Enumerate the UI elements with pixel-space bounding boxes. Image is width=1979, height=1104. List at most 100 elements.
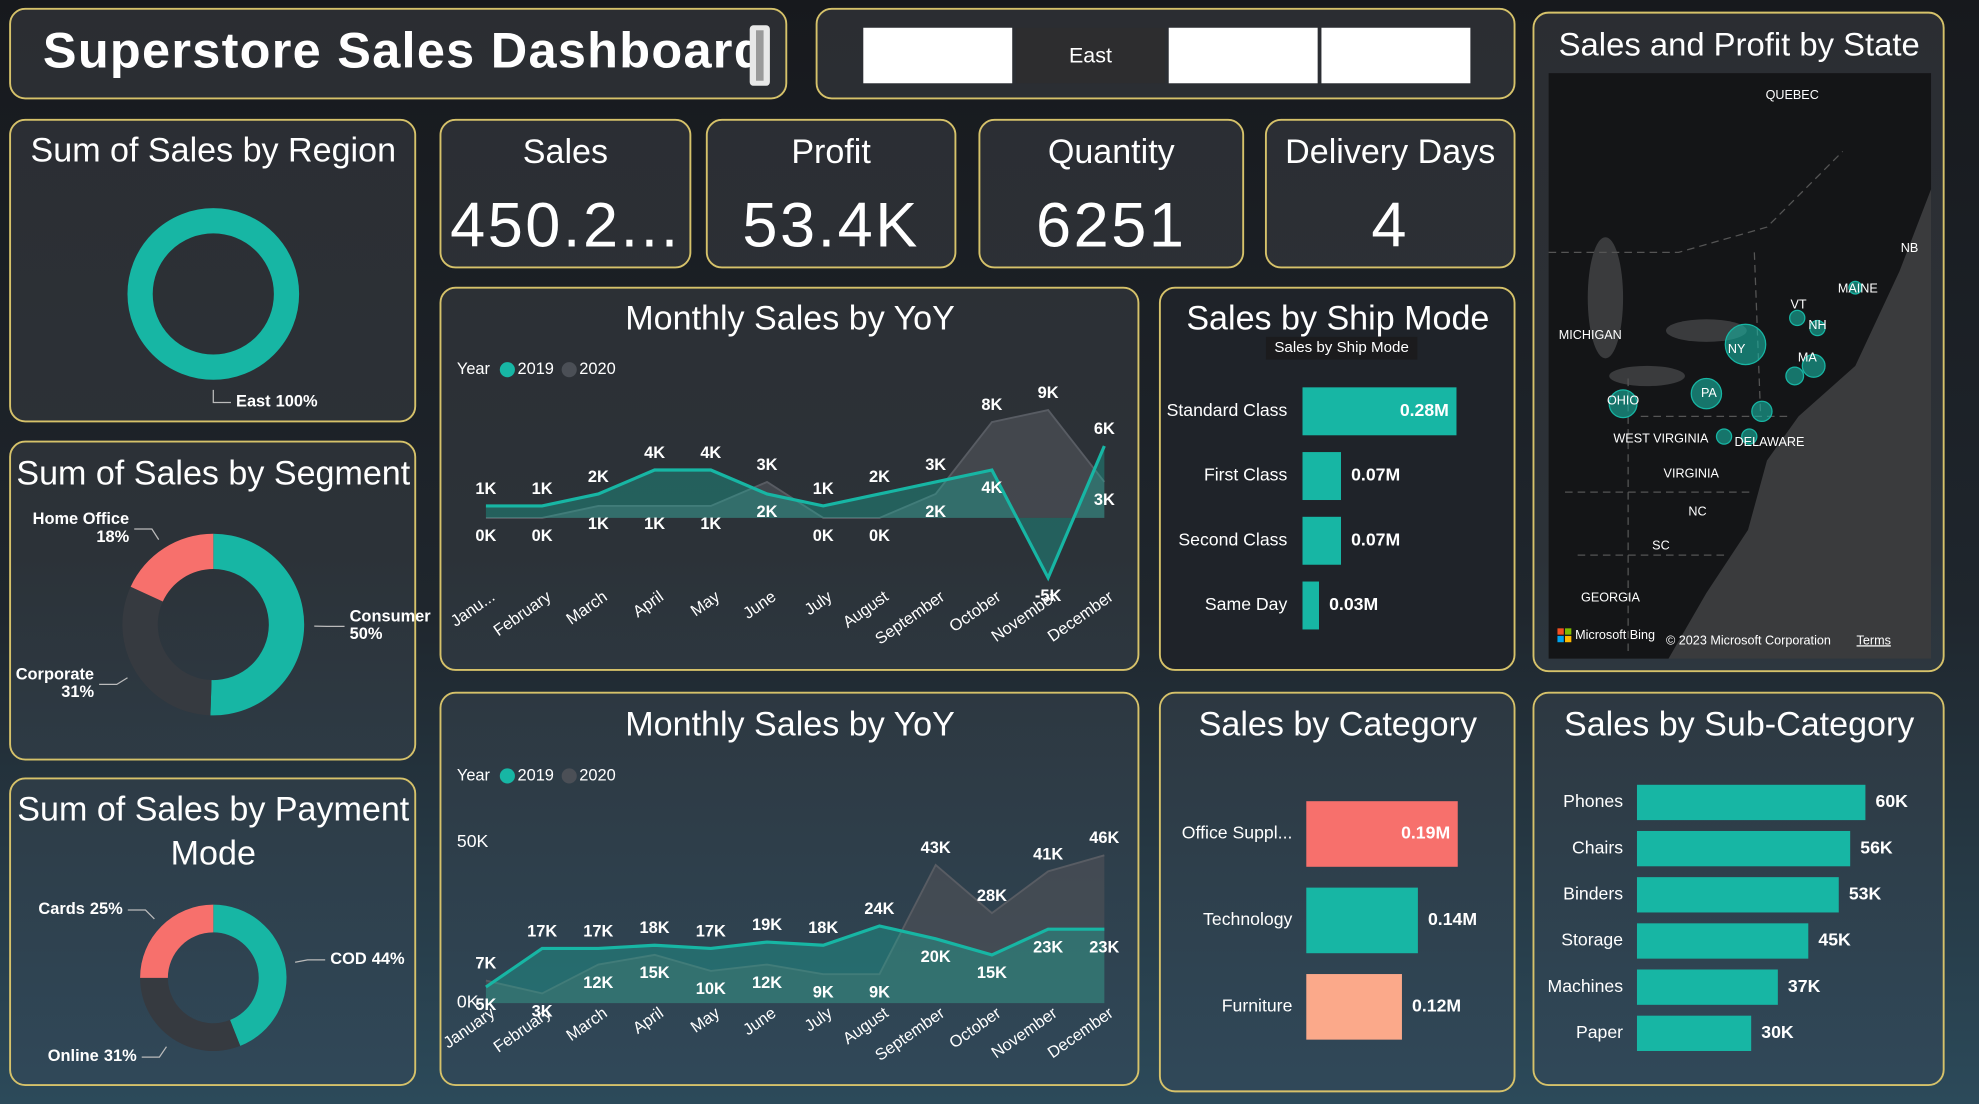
slicer-button[interactable] <box>1168 27 1318 84</box>
map-bubble <box>1741 428 1758 445</box>
data-label: 18K <box>808 919 838 937</box>
label-category: COD <box>330 950 367 968</box>
data-label: 4K <box>981 479 1002 497</box>
map-attribution: Terms <box>1857 633 1891 647</box>
label-value: 100% <box>276 393 318 411</box>
map-label: OHIO <box>1607 394 1639 408</box>
data-label: 0.07M <box>1351 529 1400 549</box>
data-label: 19K <box>752 916 782 934</box>
label-category: Consumer <box>350 608 432 626</box>
label-value: 18% <box>96 528 129 546</box>
ms-logo <box>1557 628 1564 635</box>
map-label: MAINE <box>1838 281 1878 295</box>
slicer-button[interactable] <box>1321 27 1471 84</box>
bar <box>1302 387 1457 436</box>
data-label: 5K <box>475 996 496 1014</box>
panel <box>9 118 417 423</box>
map-label: WEST VIRGINIA <box>1613 431 1709 445</box>
data-label: 41K <box>1033 845 1063 863</box>
map-bubble <box>1809 319 1826 337</box>
data-label: East 100% <box>236 393 318 411</box>
label-category: Home Office <box>33 511 130 529</box>
slicer-label: West <box>1372 43 1420 67</box>
slicer-label: Central <box>903 43 972 67</box>
map-label: GEORGIA <box>1581 590 1640 604</box>
data-label: 24K <box>864 900 894 918</box>
panel <box>9 7 788 100</box>
donut-slice <box>210 533 305 716</box>
map-label: NH <box>1808 318 1826 332</box>
leader-line <box>127 909 155 920</box>
leader-line <box>134 528 160 540</box>
map <box>1532 11 1945 673</box>
line <box>485 924 1105 989</box>
ms-logo <box>1565 635 1572 643</box>
bar <box>1306 887 1418 954</box>
slicer-button[interactable] <box>1016 27 1165 84</box>
data-label: 0K <box>475 527 496 545</box>
leader-line <box>212 389 231 404</box>
bar <box>1636 830 1851 867</box>
data-label: 1K <box>644 515 665 533</box>
chart-title: Sum of Sales by Region <box>31 132 396 170</box>
label-value: 31% <box>104 1047 137 1065</box>
map-label: MA <box>1798 351 1818 365</box>
label-category: Cards <box>38 900 84 918</box>
chart-title: Sales by Ship Mode <box>1186 299 1489 337</box>
data-label: 0K <box>813 527 834 545</box>
tooltip-box <box>1265 336 1418 360</box>
data-label: COD 44% <box>330 950 405 968</box>
bar <box>1636 923 1809 959</box>
chart-title: Sum of Sales by Segment <box>16 455 410 493</box>
legend-title: Year <box>457 766 491 784</box>
label-category: Online <box>48 1047 99 1065</box>
data-label: 2K <box>869 468 890 486</box>
map-label: QUEBEC <box>1766 88 1819 102</box>
kpi-label: Sales <box>523 133 608 171</box>
kpi-value: 450.2... <box>450 190 681 260</box>
y-tick-label: 50K <box>457 831 489 851</box>
legend-label: 2020 <box>579 360 615 378</box>
y-tick-label: 0K <box>457 992 479 1012</box>
category-label: First Class <box>1204 465 1288 485</box>
cursor-inner <box>756 30 764 81</box>
chart-title: Sales by Sub-Category <box>1564 706 1914 744</box>
data-label: 4K <box>644 444 665 462</box>
map-label: MICHIGAN <box>1559 328 1622 342</box>
data-label: 0K <box>869 527 890 545</box>
map-bubble <box>1690 377 1723 410</box>
kpi-label: Delivery Days <box>1285 133 1495 171</box>
bar <box>1636 1015 1752 1052</box>
area-fill <box>485 446 1105 578</box>
data-label: 0.12M <box>1412 996 1461 1016</box>
map-label: VIRGINIA <box>1664 467 1720 481</box>
dashboard-title: Superstore Sales Dashboard <box>43 22 766 79</box>
bar <box>1306 801 1458 867</box>
panel <box>9 440 417 761</box>
panel <box>705 118 957 269</box>
label-value: 44% <box>372 950 405 968</box>
map-border <box>1548 150 1844 657</box>
donut-slice <box>213 904 287 1046</box>
map-lake <box>1609 365 1685 387</box>
map-bubble <box>1715 428 1733 445</box>
data-label: -5K <box>1035 587 1062 605</box>
category-label: Paper <box>1576 1022 1623 1042</box>
map-bubble <box>1785 366 1805 386</box>
data-label: 1K <box>475 480 496 498</box>
data-label: 30K <box>1761 1022 1794 1042</box>
donut-slice <box>140 904 214 978</box>
data-label: 23K <box>1089 938 1119 956</box>
data-label: 60K <box>1876 791 1909 811</box>
map-bubble <box>1801 353 1826 378</box>
panel <box>1264 118 1516 269</box>
ms-logo <box>1557 635 1564 643</box>
label-category: Corporate <box>16 666 94 684</box>
data-label: 10K <box>696 980 726 998</box>
bar <box>1636 784 1866 821</box>
data-label: 0.19M <box>1401 823 1450 843</box>
slicer-button[interactable] <box>863 27 1013 84</box>
category-label: Furniture <box>1222 996 1293 1016</box>
data-label: 1K <box>532 480 553 498</box>
